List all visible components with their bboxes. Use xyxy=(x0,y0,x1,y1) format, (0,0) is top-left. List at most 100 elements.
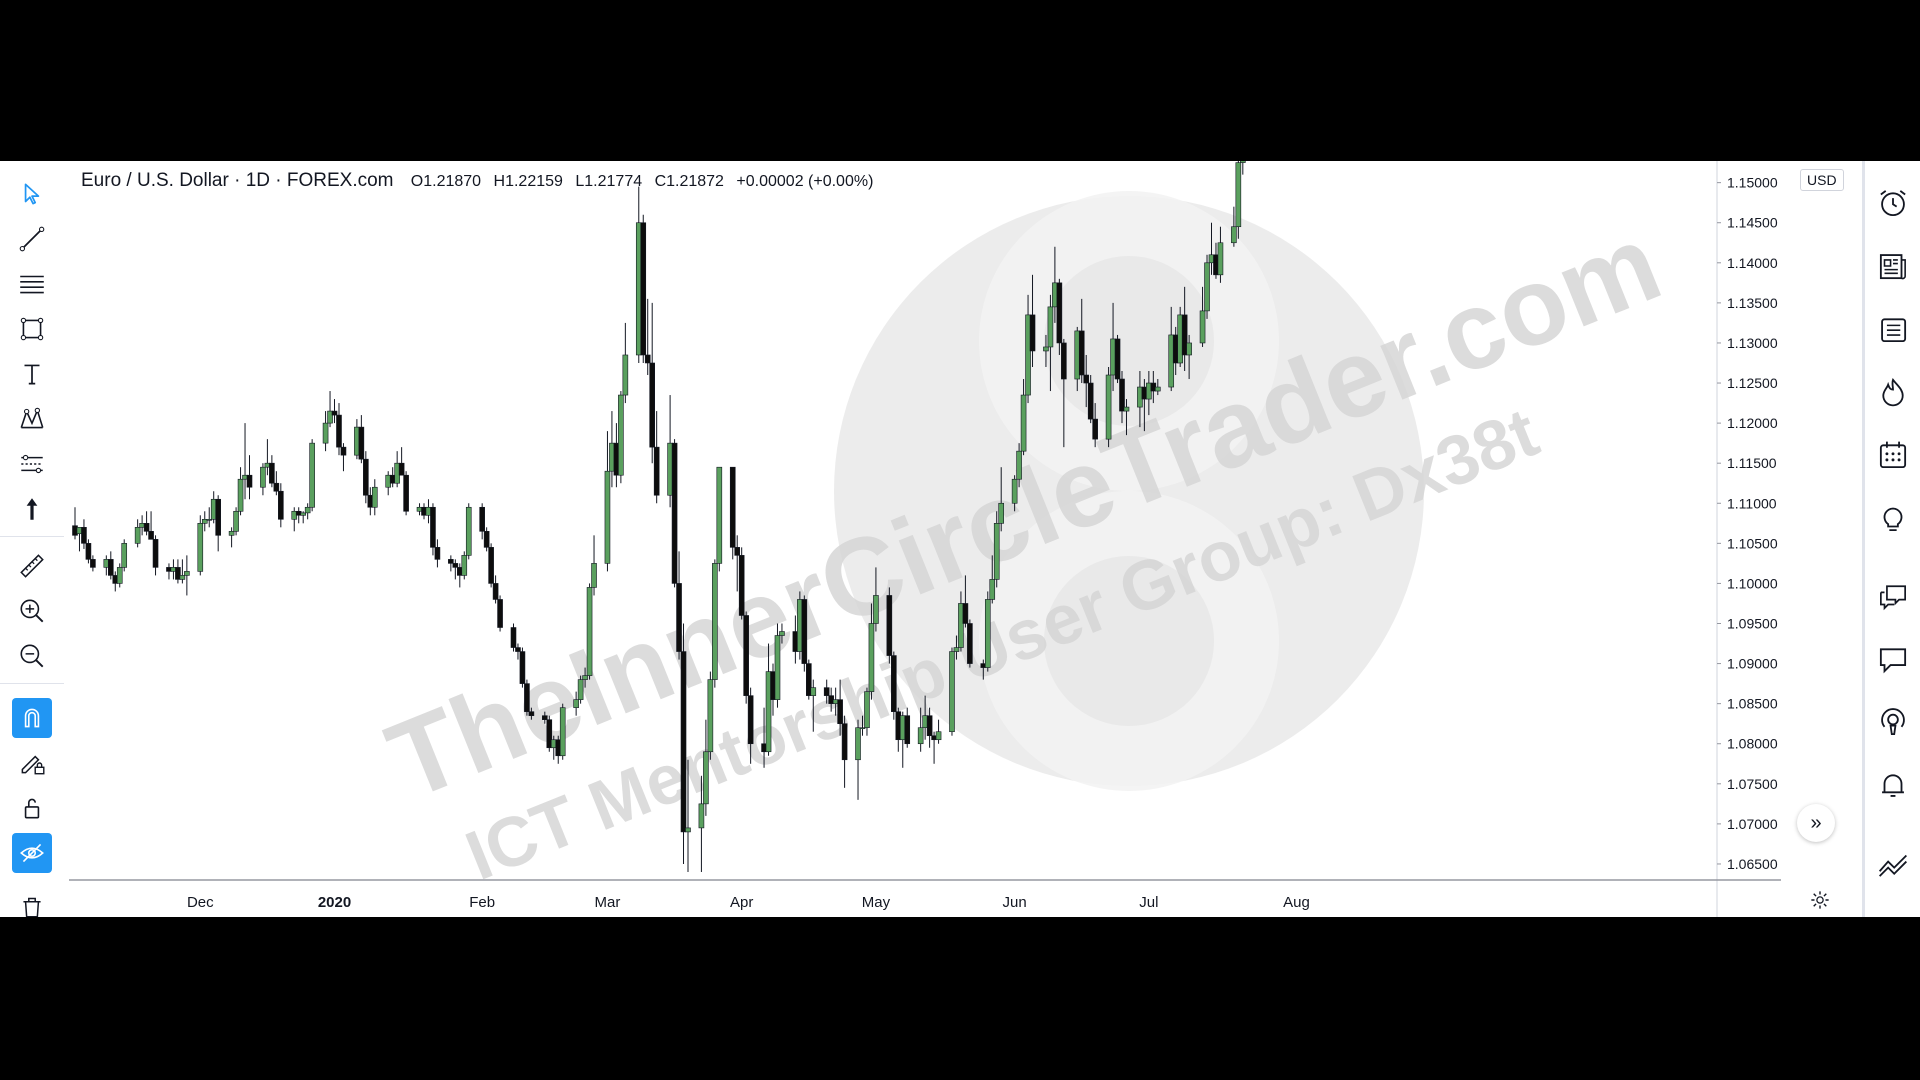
candle-body xyxy=(483,531,490,548)
text-icon[interactable] xyxy=(12,354,52,394)
candle-body xyxy=(1204,262,1210,312)
candle-body xyxy=(184,571,190,576)
time-tick-label: Aug xyxy=(1283,894,1310,911)
candle-body xyxy=(143,523,150,532)
candle-body xyxy=(403,474,409,512)
candle-body xyxy=(452,563,459,568)
pattern-icon[interactable] xyxy=(12,399,52,439)
candle-body xyxy=(1092,418,1098,440)
lock-drawing-icon[interactable] xyxy=(12,743,52,783)
alarm-icon[interactable] xyxy=(1873,183,1913,223)
zoom-in-icon[interactable] xyxy=(12,591,52,631)
candle-body xyxy=(206,518,213,521)
candle-body xyxy=(434,547,441,560)
candle-body xyxy=(363,458,369,496)
candle-body xyxy=(542,715,548,720)
candle-body xyxy=(398,462,405,476)
candle-body xyxy=(823,687,830,696)
chart-pane[interactable]: TheInnerCircleTrader.com ICT Mentorship U… xyxy=(69,161,1835,917)
candle-body xyxy=(1119,378,1125,412)
candle-body xyxy=(774,635,781,700)
candle-body xyxy=(336,414,342,448)
time-tick-label: Apr xyxy=(730,894,753,911)
candle-body xyxy=(967,623,973,664)
tradingview-app: TheInnerCircleTrader.com ICT Mentorship U… xyxy=(0,161,1920,917)
ruler-icon[interactable] xyxy=(12,546,52,586)
price-tick-label: 1.09000 xyxy=(1727,656,1778,672)
candle-body xyxy=(1016,450,1022,480)
candle-body xyxy=(1155,386,1161,392)
open-value: O1.21870 xyxy=(410,173,482,190)
hide-icon[interactable] xyxy=(12,833,52,873)
zoom-out-icon[interactable] xyxy=(12,636,52,676)
candle-body xyxy=(765,671,772,753)
candle-body xyxy=(1186,342,1192,356)
calendar-icon[interactable] xyxy=(1873,435,1913,475)
arrow-up-icon[interactable] xyxy=(12,489,52,529)
candle-body xyxy=(269,462,275,484)
cursor-icon[interactable] xyxy=(12,174,52,214)
unlock-icon[interactable] xyxy=(12,788,52,828)
candle-body xyxy=(179,575,186,580)
streams-icon[interactable] xyxy=(1873,702,1913,742)
candle-body xyxy=(891,655,897,712)
candle-body xyxy=(837,699,843,724)
currency-button[interactable]: USD xyxy=(1800,169,1844,191)
chart-settings-button[interactable] xyxy=(1806,886,1834,914)
scroll-to-realtime-button[interactable]: » xyxy=(1797,804,1835,842)
trend-line-icon[interactable] xyxy=(12,219,52,259)
candle-body xyxy=(559,707,566,757)
time-tick-label: Dec xyxy=(187,894,214,911)
symbol-title[interactable]: Euro / U.S. Dollar · 1D · FOREX.com xyxy=(81,170,394,191)
candle-body xyxy=(680,651,687,833)
low-value: L1.21774 xyxy=(575,173,643,190)
candle-body xyxy=(228,531,235,536)
news-icon[interactable] xyxy=(1873,246,1913,286)
projection-icon[interactable] xyxy=(12,444,52,484)
hotlist-icon[interactable] xyxy=(1873,372,1913,412)
candle-body xyxy=(1078,330,1085,376)
candle-body xyxy=(904,715,911,745)
candle-body xyxy=(716,466,723,564)
candle-body xyxy=(1047,306,1054,348)
watchlist-icon[interactable] xyxy=(1873,309,1913,349)
candle-body xyxy=(152,539,159,568)
price-tick-label: 1.10000 xyxy=(1727,575,1778,591)
price-tick-label: 1.06500 xyxy=(1727,856,1778,872)
candle-body xyxy=(515,647,521,652)
candle-body xyxy=(1114,338,1121,380)
candle-body xyxy=(577,679,584,700)
trend-icon[interactable] xyxy=(1873,844,1913,884)
candle-body xyxy=(622,354,629,396)
candle-body xyxy=(640,222,647,356)
candle-body xyxy=(926,715,933,737)
magnet-icon[interactable] xyxy=(12,698,52,738)
ideas-icon[interactable] xyxy=(1873,498,1913,538)
price-tick-label: 1.07000 xyxy=(1727,816,1778,832)
fib-levels-icon[interactable] xyxy=(12,264,52,304)
candle-body xyxy=(546,719,553,749)
candle-body xyxy=(582,675,588,680)
watermark-logo-lower-inner xyxy=(1044,556,1214,726)
candle-body xyxy=(327,410,333,424)
candle-body xyxy=(237,478,244,512)
rectangle-icon[interactable] xyxy=(12,309,52,349)
chat-icon[interactable] xyxy=(1873,576,1913,616)
candle-body xyxy=(779,631,785,636)
price-tick-label: 1.07500 xyxy=(1727,776,1778,792)
candle-body xyxy=(371,486,378,508)
price-tick-label: 1.11500 xyxy=(1727,455,1777,471)
candle-body xyxy=(1061,342,1067,380)
candle-body xyxy=(801,599,808,664)
candle-body xyxy=(81,527,87,544)
right-widget-toolbar xyxy=(1862,161,1920,917)
candle-body xyxy=(868,623,875,692)
gear-icon xyxy=(1811,891,1829,909)
candle-body xyxy=(465,506,472,556)
candle-body xyxy=(528,711,535,716)
trash-icon[interactable] xyxy=(12,886,52,917)
messages-icon[interactable] xyxy=(1873,639,1913,679)
alerts-bell-icon[interactable] xyxy=(1873,765,1913,805)
candle-body xyxy=(331,410,338,416)
